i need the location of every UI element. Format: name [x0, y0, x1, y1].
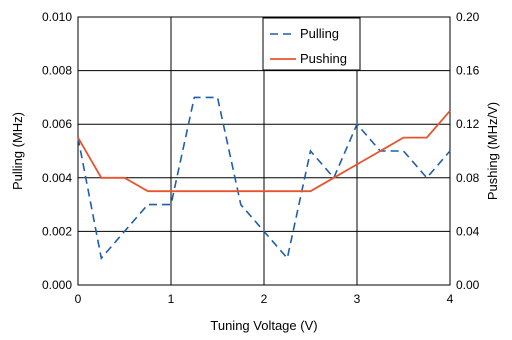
x-tick-label: 0: [75, 292, 82, 306]
y2-axis-label: Pushing (MHz/V): [485, 102, 500, 200]
y2-tick-label: 0.04: [456, 224, 480, 238]
legend-label-pushing: Pushing: [300, 51, 347, 66]
legend-label-pulling: Pulling: [300, 26, 339, 41]
legend: Pulling Pushing: [262, 17, 361, 71]
y2-tick-label: 0.20: [456, 10, 480, 24]
legend-box: [262, 17, 361, 71]
x-tick-label: 1: [168, 292, 175, 306]
series-line-pushing: [77, 110, 451, 193]
x-tick-label: 3: [354, 292, 361, 306]
x-tick-labels: 0 1 2 3 4: [75, 292, 454, 306]
y2-tick-labels: 0.00 0.04 0.08 0.12 0.16 0.20: [456, 10, 480, 292]
y-tick-labels: 0.000 0.002 0.004 0.006 0.008 0.010: [42, 10, 72, 292]
y-tick-label: 0.000: [42, 278, 72, 292]
x-axis-label: Tuning Voltage (V): [210, 318, 317, 333]
y-axis-label: Pulling (MHz): [10, 112, 25, 190]
y2-tick-label: 0.12: [456, 117, 480, 131]
x-tick-label: 2: [261, 292, 268, 306]
y2-tick-label: 0.16: [456, 64, 480, 78]
x-tick-label: 4: [447, 292, 454, 306]
y-tick-label: 0.006: [42, 117, 72, 131]
y2-tick-label: 0.08: [456, 171, 480, 185]
y-tick-label: 0.008: [42, 64, 72, 78]
series-line-pulling: [77, 96, 451, 260]
y2-tick-label: 0.00: [456, 278, 480, 292]
y-tick-label: 0.004: [42, 171, 72, 185]
series-lines: [77, 96, 451, 260]
y-tick-label: 0.010: [42, 10, 72, 24]
y-tick-label: 0.002: [42, 224, 72, 238]
